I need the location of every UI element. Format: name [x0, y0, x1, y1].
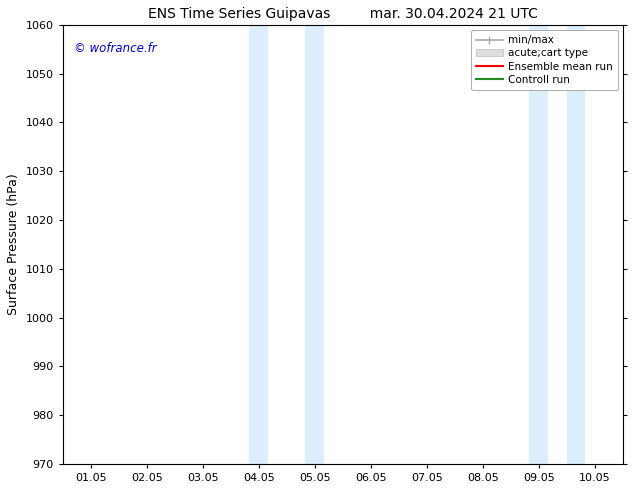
Bar [567, 25, 585, 464]
Title: ENS Time Series Guipavas         mar. 30.04.2024 21 UTC: ENS Time Series Guipavas mar. 30.04.2024… [148, 7, 538, 21]
Bar [249, 25, 268, 464]
Bar [529, 25, 548, 464]
Y-axis label: Surface Pressure (hPa): Surface Pressure (hPa) [7, 173, 20, 316]
Legend: min/max, acute;cart type, Ensemble mean run, Controll run: min/max, acute;cart type, Ensemble mean … [471, 30, 618, 90]
Bar [305, 25, 324, 464]
Text: © wofrance.fr: © wofrance.fr [74, 43, 157, 55]
